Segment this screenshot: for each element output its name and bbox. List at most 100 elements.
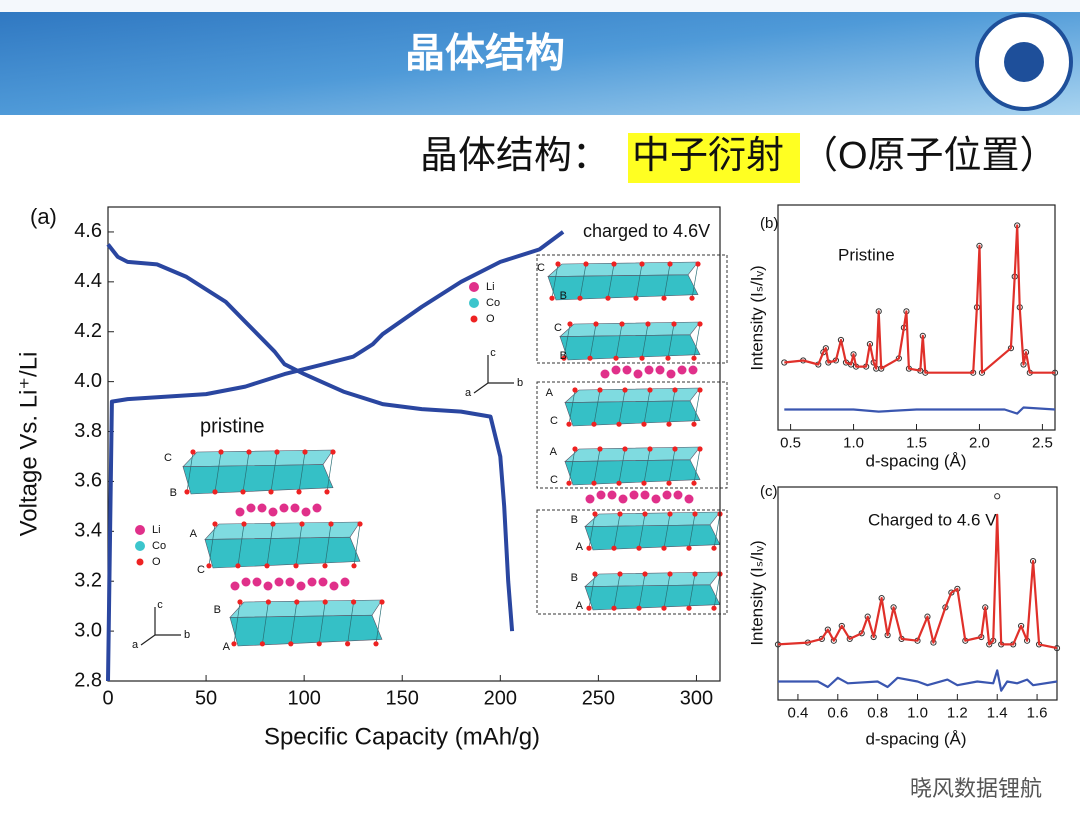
o-atom	[661, 605, 667, 611]
o-atom	[357, 521, 363, 527]
li-atom	[329, 581, 339, 591]
octahedra-top	[204, 521, 361, 540]
o-atom	[711, 605, 717, 611]
li-atom	[662, 490, 672, 500]
axis-name: b	[517, 377, 523, 389]
octahedra-edge	[638, 513, 646, 549]
o-atom	[711, 545, 717, 551]
o-atom	[672, 446, 678, 452]
x-tick-label: 100	[287, 687, 320, 709]
o-atom	[667, 511, 673, 517]
li-atom	[585, 494, 595, 504]
o-atom	[647, 387, 653, 393]
layer-label: A	[190, 528, 198, 540]
octahedra-edge	[618, 448, 626, 484]
o-atom	[636, 545, 642, 551]
o-atom	[661, 545, 667, 551]
layer-label: A	[550, 446, 558, 458]
o-atom	[322, 599, 328, 605]
o-atom	[695, 261, 701, 267]
o-atom	[639, 355, 645, 361]
octahedra-front	[229, 614, 383, 647]
o-atom	[667, 571, 673, 577]
li-atom	[296, 581, 306, 591]
x-axis-label: d-spacing (Å)	[865, 451, 966, 470]
legend-swatch	[135, 541, 145, 551]
y-tick-label: 4.0	[74, 370, 102, 392]
o-atom	[593, 321, 599, 327]
octahedra-edge	[688, 513, 696, 549]
y-tick-label: 3.6	[74, 470, 102, 492]
annotation: Charged to 4.6 V	[868, 510, 997, 529]
octahedra-edge	[579, 263, 587, 299]
o-atom	[692, 571, 698, 577]
o-atom	[302, 449, 308, 455]
octahedra-edge	[668, 389, 676, 425]
o-atom	[373, 641, 379, 647]
o-atom	[586, 605, 592, 611]
layer-label: A	[576, 541, 584, 553]
o-atom	[231, 641, 237, 647]
octahedra-edge	[242, 451, 250, 492]
o-atom	[190, 449, 196, 455]
x-tick-label: 200	[484, 687, 517, 709]
panel-label: (b)	[760, 215, 778, 232]
octahedra-edge	[295, 523, 303, 566]
o-atom	[691, 355, 697, 361]
x-tick-label: 0.5	[780, 434, 801, 451]
o-atom	[622, 387, 628, 393]
octahedra-edge	[613, 573, 621, 609]
o-atom	[212, 521, 218, 527]
octahedra-front	[584, 584, 721, 611]
o-atom	[246, 449, 252, 455]
li-atom	[290, 503, 300, 513]
o-atom	[597, 446, 603, 452]
x-tick-label: 1.2	[947, 704, 968, 721]
layer-label: C	[550, 415, 558, 427]
o-atom	[617, 511, 623, 517]
li-atom	[318, 577, 328, 587]
octahedra-edge	[693, 389, 701, 425]
o-atom	[641, 480, 647, 486]
octahedra-edge	[588, 513, 596, 549]
axis-name: a	[465, 387, 472, 399]
o-atom	[622, 446, 628, 452]
li-atom	[600, 369, 610, 379]
o-atom	[294, 599, 300, 605]
li-atom	[268, 507, 278, 517]
o-atom	[633, 295, 639, 301]
subtitle: 晶体结构：	[420, 135, 610, 177]
x-tick-label: 2.0	[969, 434, 990, 451]
o-atom	[351, 599, 357, 605]
layer-label: C	[537, 262, 545, 274]
o-atom	[212, 489, 218, 495]
octahedra-edge	[186, 451, 194, 492]
o-atom	[270, 521, 276, 527]
octahedra-edge	[618, 389, 626, 425]
octahedra-edge	[237, 523, 245, 566]
o-atom	[672, 387, 678, 393]
data-point	[838, 622, 845, 630]
data-point	[824, 626, 831, 633]
octahedra-top	[564, 446, 701, 462]
axis-arrow	[473, 382, 489, 394]
x-axis-label: Specific Capacity (mAh/g)	[264, 723, 540, 750]
legend-swatch	[136, 558, 144, 566]
o-atom	[583, 261, 589, 267]
li-atom	[307, 577, 317, 587]
o-atom	[641, 421, 647, 427]
octahedra-edge	[270, 451, 278, 492]
o-atom	[647, 446, 653, 452]
octahedra-front	[204, 536, 361, 569]
layer-label: C	[554, 322, 562, 334]
octahedra-edge	[635, 263, 643, 299]
subtitle-note: （O原子位置）	[800, 135, 1058, 177]
octahedra-edge	[353, 523, 361, 566]
x-tick-label: 250	[582, 687, 615, 709]
o-atom	[611, 261, 617, 267]
octahedra-front	[182, 464, 334, 495]
octahedra-top	[564, 387, 701, 403]
annotation: Pristine	[838, 245, 895, 264]
octahedra-edge	[233, 601, 241, 644]
